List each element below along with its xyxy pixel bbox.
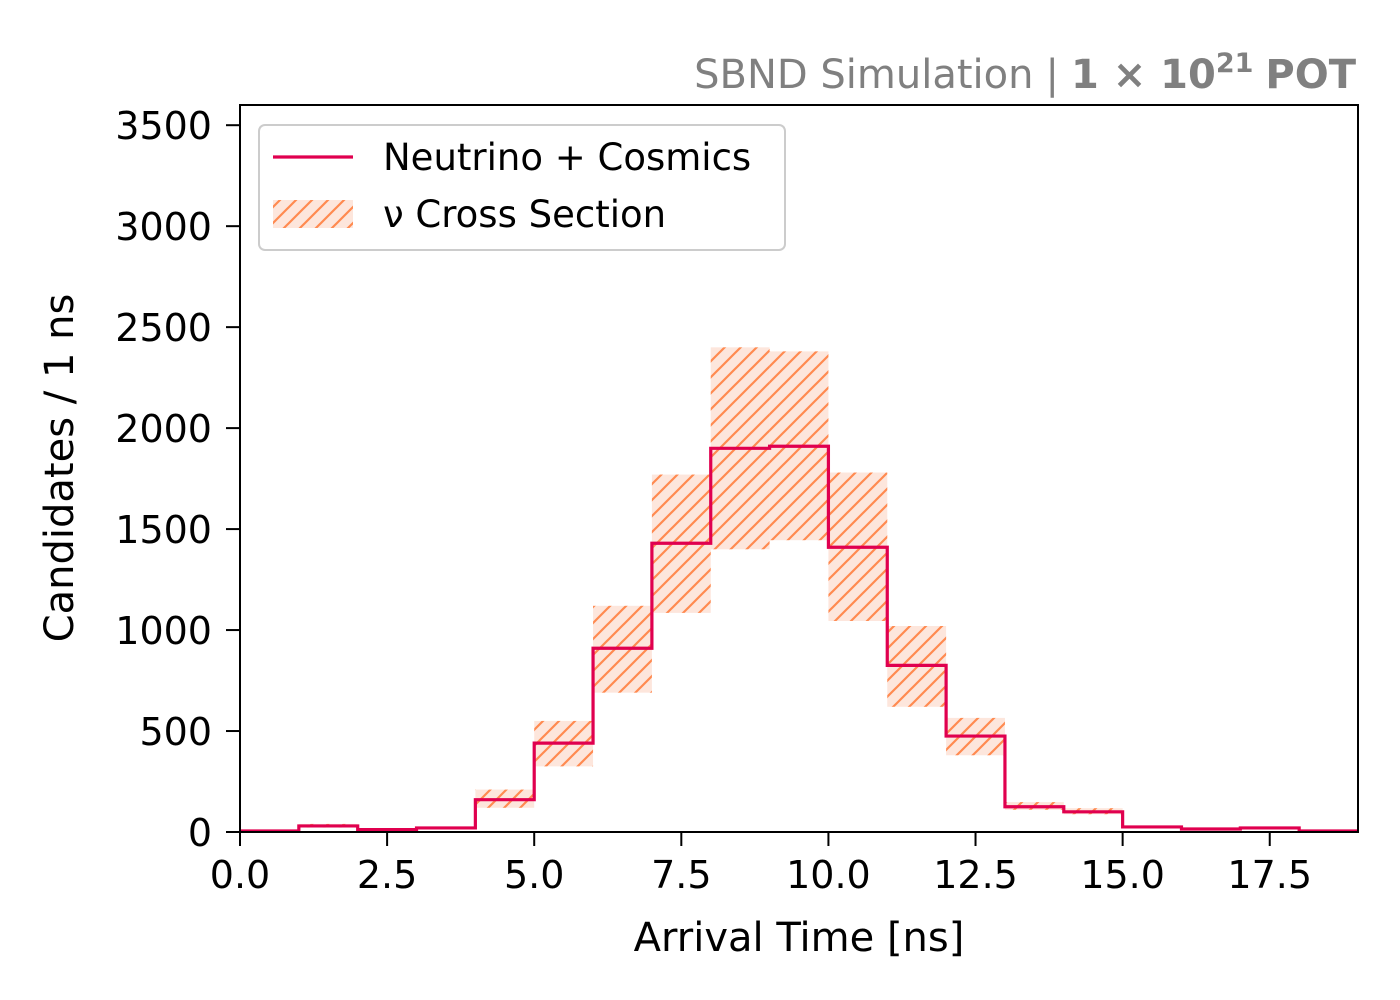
legend-box	[258, 124, 786, 251]
y-tick-label: 3500	[115, 104, 212, 148]
neutrino-cosmics-step-line	[240, 444, 1358, 832]
x-tick-label: 7.5	[651, 853, 711, 897]
x-tick-label: 15.0	[1080, 853, 1165, 897]
experiment-label: SBND Simulation	[694, 52, 1033, 98]
cross-section-bands	[240, 347, 1358, 832]
header-separator: |	[1045, 52, 1058, 98]
x-tick-label: 5.0	[504, 853, 564, 897]
y-tick-label: 2000	[115, 407, 212, 451]
y-tick-label: 2500	[115, 306, 212, 350]
legend: Neutrino + Cosmics ν Cross Section	[258, 124, 786, 251]
x-tick-label: 2.5	[357, 853, 417, 897]
y-tick-label: 1000	[115, 609, 212, 653]
simulation-header: SBND Simulation | 1 × 1021 POT	[694, 48, 1357, 98]
y-tick-label: 500	[139, 710, 212, 754]
legend-hatch-pattern	[273, 200, 353, 228]
y-tick-label: 1500	[115, 508, 212, 552]
x-tick-label: 0.0	[210, 853, 270, 897]
pot-mantissa: 1 × 10	[1071, 52, 1216, 98]
x-axis-ticks: 0.0 2.5 5.0 7.5 10.0 12.5 15.0 17.5	[210, 832, 1312, 897]
x-tick-label: 12.5	[933, 853, 1018, 897]
legend-label-cross-section: ν Cross Section	[383, 193, 666, 236]
x-tick-label: 10.0	[786, 853, 871, 897]
x-axis-label: Arrival Time [ns]	[634, 915, 965, 961]
x-tick-label: 17.5	[1227, 853, 1312, 897]
plot-frame	[239, 104, 1359, 833]
y-axis-ticks: 0 500 1000 1500 2000 2500 3000 3500	[115, 104, 240, 855]
pot-unit: POT	[1265, 52, 1356, 98]
legend-label-neutrino-cosmics: Neutrino + Cosmics	[383, 136, 751, 179]
y-tick-label: 0	[188, 811, 212, 855]
pot-exponent: 21	[1216, 48, 1254, 79]
y-axis-label: Candidates / 1 ns	[37, 294, 83, 643]
y-tick-label: 3000	[115, 205, 212, 249]
